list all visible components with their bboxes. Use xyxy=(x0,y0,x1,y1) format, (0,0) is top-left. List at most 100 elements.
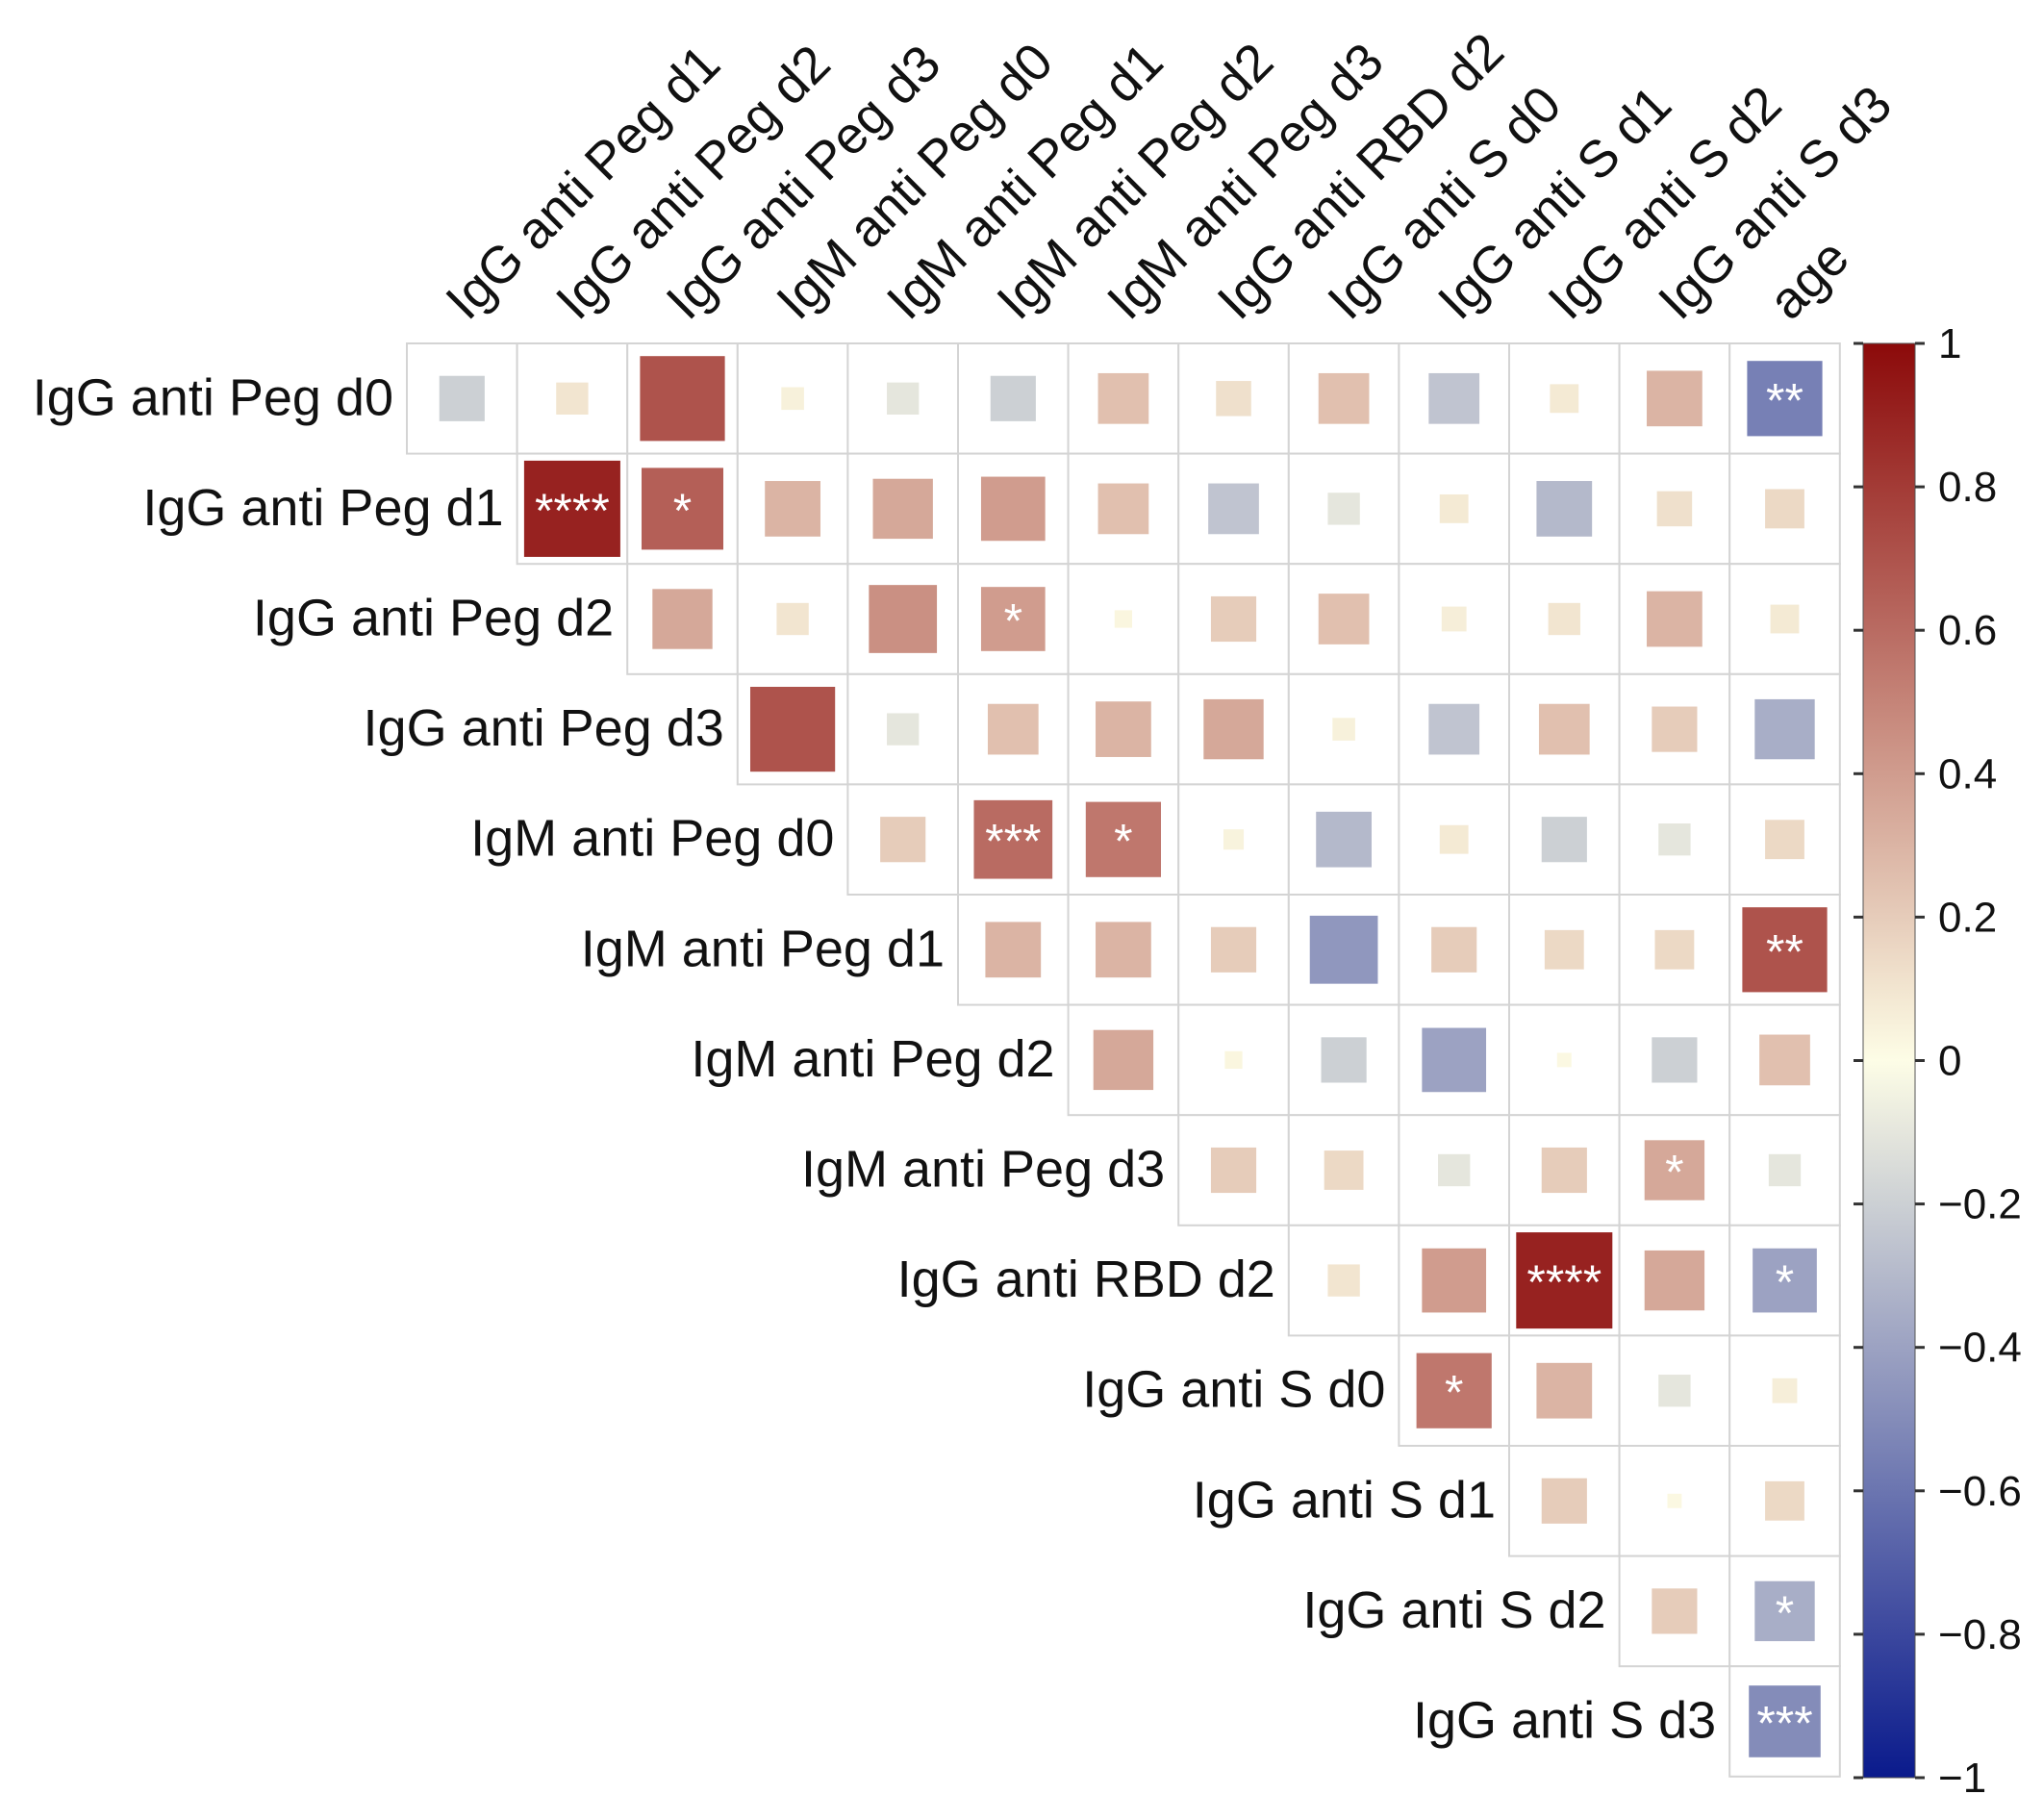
correlation-square xyxy=(1770,604,1800,634)
correlation-square xyxy=(1652,1037,1698,1083)
correlation-square xyxy=(1431,926,1477,973)
significance-stars: **** xyxy=(535,484,610,538)
correlation-square xyxy=(1210,1147,1257,1194)
row-label: IgG anti Peg d2 xyxy=(253,590,614,647)
correlation-square xyxy=(1656,491,1693,527)
correlation-square xyxy=(1097,483,1149,535)
correlation-square xyxy=(1441,606,1467,632)
correlation-square xyxy=(1316,811,1372,868)
row-label: IgM anti Peg d3 xyxy=(801,1141,1165,1199)
correlation-square xyxy=(1318,594,1370,645)
correlation-square xyxy=(1224,1050,1243,1070)
correlation-square xyxy=(1422,1027,1487,1093)
correlation-square xyxy=(1428,703,1480,755)
significance-stars: * xyxy=(673,484,692,538)
row-label: IgG anti Peg d1 xyxy=(142,479,503,537)
colorbar-tick-label: 0.6 xyxy=(1938,607,1997,654)
correlation-square xyxy=(1093,1029,1154,1091)
correlation-square xyxy=(1658,823,1691,856)
correlation-square xyxy=(1327,1264,1360,1297)
correlation-square xyxy=(887,382,920,415)
correlation-square xyxy=(1556,1052,1572,1068)
correlation-square xyxy=(1647,591,1702,647)
significance-stars: *** xyxy=(1756,1697,1812,1751)
row-label: IgG anti S d2 xyxy=(1302,1581,1605,1639)
correlation-square xyxy=(1309,915,1378,984)
colorbar-tick-label: −0.6 xyxy=(1938,1468,2022,1515)
correlation-square xyxy=(1096,701,1151,757)
row-label: IgG anti Peg d3 xyxy=(364,699,724,757)
correlation-square xyxy=(1327,493,1360,525)
significance-stars: * xyxy=(1665,1146,1683,1200)
correlation-square xyxy=(1210,926,1257,973)
correlation-square xyxy=(1647,370,1702,427)
correlation-square xyxy=(1516,1232,1613,1329)
correlation-square xyxy=(1321,1037,1367,1083)
correlation-square xyxy=(1223,829,1245,850)
colorbar-tick-label: −0.4 xyxy=(1938,1325,2022,1372)
correlation-square xyxy=(1318,372,1370,424)
correlation-square xyxy=(1667,1493,1682,1508)
correlation-square xyxy=(887,713,920,746)
correlation-square xyxy=(1652,706,1698,752)
correlation-square xyxy=(1324,1150,1364,1190)
colorbar-tick-label: 1 xyxy=(1938,320,1961,367)
correlation-square xyxy=(1550,384,1579,414)
correlation-square xyxy=(1114,610,1133,628)
correlation-square xyxy=(980,587,1046,651)
significance-stars: * xyxy=(1776,1586,1794,1640)
row-label: IgM anti Peg d2 xyxy=(691,1030,1054,1088)
correlation-square xyxy=(1658,1375,1691,1407)
correlation-square xyxy=(1754,698,1815,760)
correlation-square xyxy=(1765,820,1804,860)
correlation-square xyxy=(776,602,809,636)
correlation-square xyxy=(1772,1378,1798,1403)
correlation-square xyxy=(985,922,1042,978)
correlation-square xyxy=(987,703,1039,755)
colorbar: 1 0.8 0.6 0.4 0.2 0 −0.2 −0.4 −0.6 −0.8 −1 xyxy=(1854,320,2022,1802)
row-label: IgG anti S d1 xyxy=(1193,1471,1496,1529)
correlation-square xyxy=(1216,381,1251,417)
correlation-square xyxy=(1541,817,1587,863)
row-label: IgG anti Peg d0 xyxy=(33,368,393,426)
correlation-square xyxy=(1654,929,1695,970)
correlation-square xyxy=(1332,718,1355,741)
significance-stars: *** xyxy=(985,815,1041,869)
row-label: IgM anti Peg d1 xyxy=(581,920,945,977)
correlation-square xyxy=(1759,1034,1810,1086)
colorbar-tick-label: 0 xyxy=(1938,1038,1961,1085)
row-label: IgG anti S d3 xyxy=(1413,1692,1716,1750)
cell-frame xyxy=(1177,342,1290,455)
correlation-square xyxy=(880,817,926,863)
correlation-square xyxy=(640,356,725,442)
row-label: IgG anti S d0 xyxy=(1082,1361,1385,1419)
correlation-square xyxy=(652,589,713,649)
correlation-square xyxy=(1747,361,1823,437)
correlation-square xyxy=(1548,602,1580,636)
correlation-square xyxy=(1416,1352,1492,1428)
colorbar-tick-label: −0.8 xyxy=(1938,1611,2022,1658)
correlation-square xyxy=(1536,481,1593,537)
colorbar-tick-label: −1 xyxy=(1938,1755,1986,1802)
correlation-square xyxy=(439,375,485,421)
correlation-square xyxy=(1753,1248,1817,1313)
colorbar-tick-label: 0.2 xyxy=(1938,894,1997,941)
correlation-square xyxy=(556,382,589,415)
correlation-square xyxy=(1544,929,1584,970)
correlation-square xyxy=(1742,907,1828,993)
correlation-square xyxy=(1438,1153,1471,1187)
correlation-square xyxy=(1538,703,1590,755)
correlation-square xyxy=(749,686,836,772)
correlation-square xyxy=(1439,824,1469,854)
significance-stars: * xyxy=(1004,594,1022,648)
correlation-square xyxy=(781,387,804,411)
row-label: IgM anti Peg d0 xyxy=(470,810,834,868)
correlation-square xyxy=(1754,1580,1815,1642)
colorbar-tick-label: 0.4 xyxy=(1938,750,1997,797)
correlation-square xyxy=(641,468,724,550)
correlation-square xyxy=(765,481,820,537)
correlation-square xyxy=(980,476,1046,542)
